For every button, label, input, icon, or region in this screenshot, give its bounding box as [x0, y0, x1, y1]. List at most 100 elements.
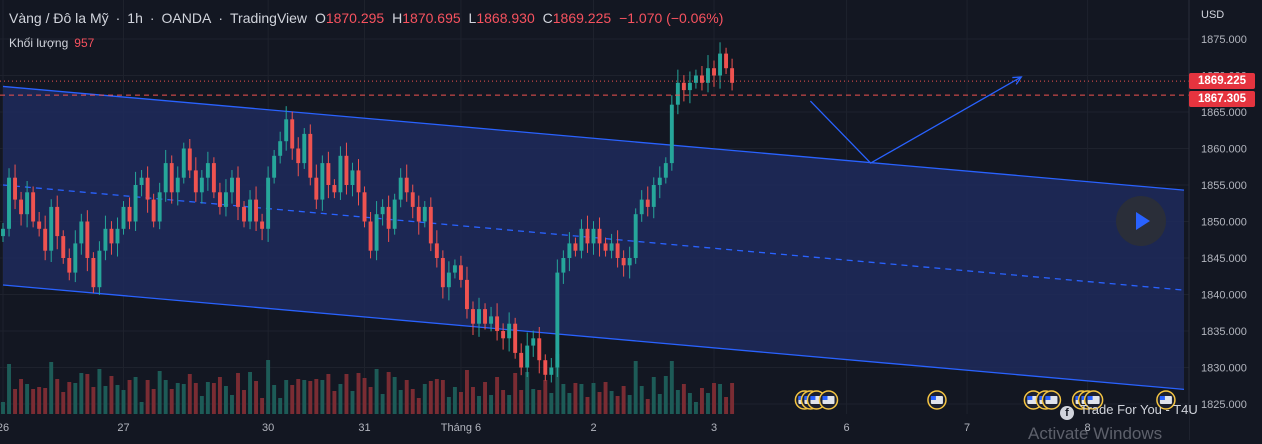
volume-bar [651, 377, 656, 414]
volume-bar [471, 387, 475, 414]
candle-body [700, 75, 704, 83]
candle-body [314, 177, 319, 200]
volume-bar [513, 373, 518, 414]
candle-body [205, 163, 210, 178]
low-label: L [468, 10, 477, 26]
source-label: TradingView [230, 10, 308, 26]
volume-bar [181, 384, 186, 414]
price-axis: 1825.000 1830.000 1835.000 1840.000 1845.000… [1188, 0, 1262, 440]
volume-bar [440, 380, 445, 414]
candle-body [55, 206, 60, 237]
volume-bar [284, 380, 289, 414]
candle-body [37, 221, 42, 229]
volume-bar [549, 393, 554, 414]
volume-bar [332, 391, 337, 414]
candle-body [254, 199, 259, 222]
volume-bar [356, 373, 361, 414]
time-tick-label: 31 [358, 422, 370, 434]
candle-body [513, 323, 518, 353]
candle-body [217, 192, 222, 207]
candle-body [308, 133, 313, 178]
price-tick-label: 1850.000 [1201, 217, 1247, 229]
low-value: 1868.930 [476, 10, 535, 26]
candle-body [356, 170, 361, 193]
volume-bar [706, 393, 710, 414]
candle-body [175, 177, 180, 193]
candle-body [91, 258, 96, 288]
volume-label: Khối lượng [9, 36, 69, 50]
candle-body [242, 206, 246, 222]
volume-bar [61, 392, 66, 414]
volume-bar [248, 372, 253, 414]
candle-body [284, 119, 289, 142]
candle-body [452, 265, 457, 273]
volume-bar [489, 395, 494, 414]
projection-arrowhead [1012, 76, 1023, 85]
candle-body [718, 53, 722, 76]
volume-bar [320, 380, 325, 414]
candle-body [440, 258, 445, 288]
candle-body [657, 177, 662, 185]
volume-bar [211, 383, 216, 414]
interval-label[interactable]: 1h [127, 10, 143, 26]
candle-body [398, 177, 403, 200]
candle-body [61, 236, 66, 258]
volume-legend[interactable]: Khối lượng 957 [9, 36, 94, 50]
candle-body [519, 352, 524, 368]
volume-bar [495, 377, 500, 414]
candle-body [73, 243, 78, 273]
volume-bar [139, 402, 144, 414]
volume-bar [525, 372, 530, 414]
candle-body [386, 206, 391, 229]
volume-bar [266, 360, 271, 414]
candle-body [187, 148, 192, 171]
volume-bar [724, 397, 729, 414]
candlestick-series [1, 42, 735, 383]
volume-bar [422, 384, 427, 414]
candle-body [675, 82, 680, 105]
candle-body [49, 206, 54, 251]
candle-body [350, 170, 355, 185]
volume-bar [199, 396, 204, 414]
replay-play-button[interactable] [1116, 196, 1166, 246]
volume-bar [344, 374, 349, 414]
candle-body [633, 214, 638, 258]
volume-bar [507, 395, 512, 414]
volume-bar [693, 402, 698, 414]
volume-bar [531, 389, 536, 414]
chart-legend: Vàng / Đô la Mỹ · 1h · OANDA · TradingView O18… [9, 10, 724, 26]
currency-label[interactable]: USD [1201, 9, 1225, 21]
candle-body [712, 68, 716, 76]
candle-body [489, 316, 494, 324]
volume-bar [374, 369, 379, 414]
candle-body [362, 192, 367, 222]
volume-bar [31, 389, 36, 414]
facebook-icon: f [1060, 406, 1074, 420]
candle-body [663, 163, 668, 178]
volume-bar [296, 379, 301, 414]
candle-body [181, 148, 186, 178]
candle-body [585, 228, 590, 244]
volume-bar [7, 364, 11, 414]
volume-bar [700, 388, 704, 414]
symbol-name[interactable]: Vàng / Đô la Mỹ [9, 10, 109, 26]
play-icon [1136, 212, 1150, 230]
candle-body [332, 185, 337, 193]
candle-body [85, 221, 90, 258]
volume-bar [127, 380, 132, 414]
price-tick-label: 1860.000 [1201, 144, 1247, 156]
channel-upper-line [2, 85, 1185, 191]
candle-body [230, 177, 234, 193]
volume-bar [567, 393, 572, 414]
volume-value: 957 [74, 36, 95, 50]
us-flag-canton [1027, 396, 1033, 400]
volume-bar [242, 390, 246, 414]
drawings-overlay [0, 76, 1189, 164]
candle-body [567, 243, 572, 258]
candle-body [681, 82, 686, 91]
volume-bar [386, 372, 391, 414]
candle-body [223, 192, 228, 207]
candle-body [19, 199, 24, 215]
candle-body [392, 199, 397, 229]
